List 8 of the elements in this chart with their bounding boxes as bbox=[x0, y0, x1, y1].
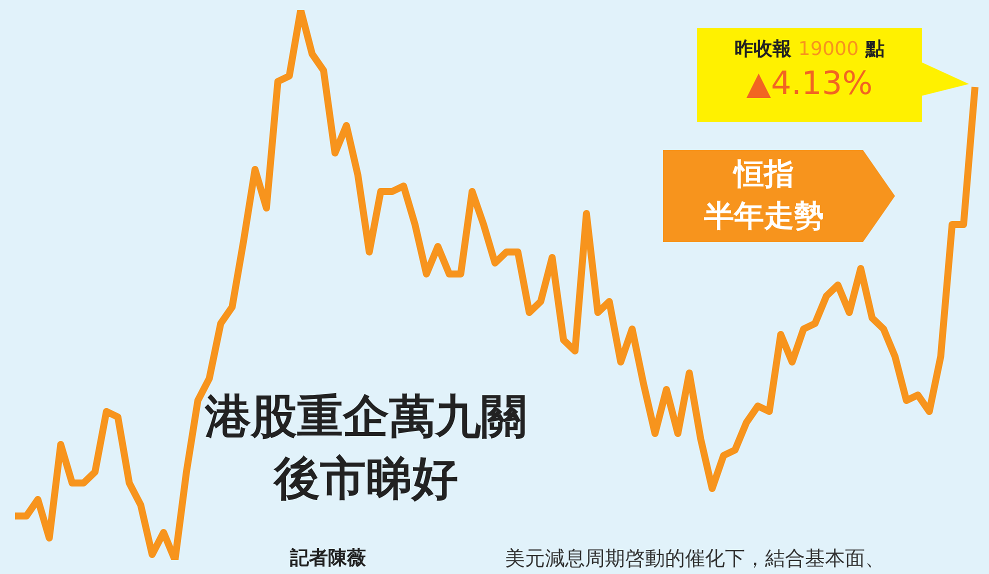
annotation: 半年走勢 bbox=[703, 198, 825, 236]
annotation: 昨收報 19000 點 bbox=[734, 38, 884, 60]
annotation: ▲4.13% bbox=[745, 64, 874, 102]
annotation: 美元減息周期啓動的催化下，結合基本面、 bbox=[505, 545, 885, 572]
annotation: 記者陳薇 bbox=[290, 546, 366, 571]
text: 港股重企萬九關 bbox=[205, 388, 527, 445]
text: 後市睇好 bbox=[272, 450, 459, 507]
annotation: 恒指 bbox=[732, 156, 795, 194]
